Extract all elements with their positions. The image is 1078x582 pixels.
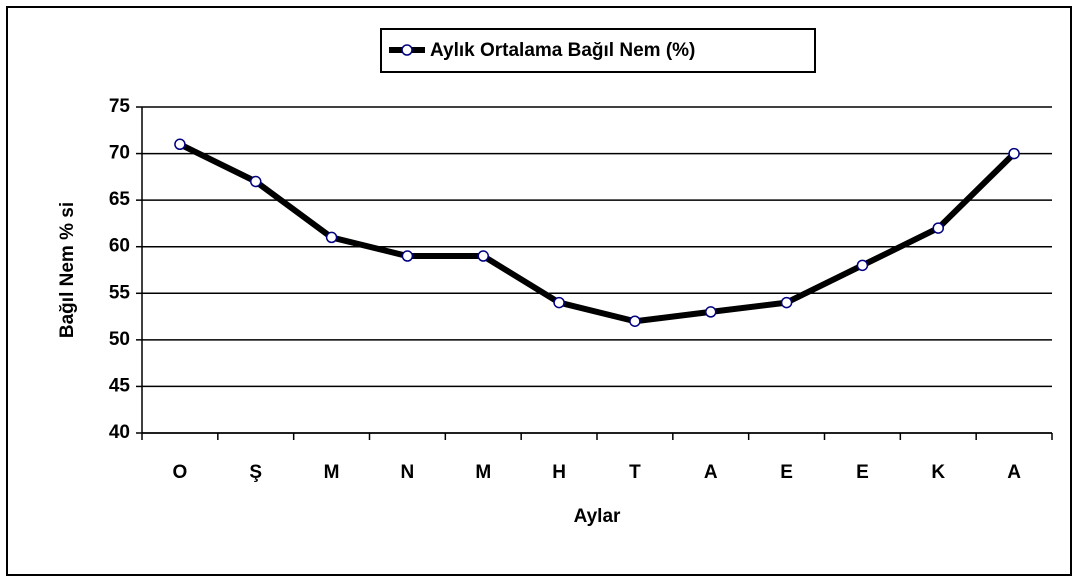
y-tick-label: 50 [109,329,130,350]
x-tick-label: Ş [249,462,262,483]
x-tick-label: E [780,462,793,483]
y-tick-label: 40 [109,422,130,443]
y-tick-label: 55 [109,282,131,303]
x-tick-label: T [629,462,641,483]
data-point [401,250,414,262]
x-axis-title: Aylar [574,506,621,527]
y-axis-title: Bağıl Nem % si [57,202,78,338]
y-tick-label: 75 [109,96,131,117]
data-point [553,296,565,309]
data-point [932,222,944,234]
data-point [856,259,869,272]
legend-box [380,28,816,73]
data-point [174,138,186,151]
data-point [1008,147,1020,160]
data-point [705,306,717,318]
y-tick-label: 60 [109,236,130,257]
x-tick-label: O [173,462,188,483]
y-tick-label: 65 [109,189,131,210]
y-tick-label: 70 [109,143,130,164]
x-tick-label: N [401,462,415,483]
data-point [250,175,262,188]
x-tick-label: K [931,462,945,483]
x-tick-label: A [1007,462,1021,483]
x-tick-label: A [704,462,718,483]
data-point [629,315,641,327]
x-tick-label: E [856,462,869,483]
series-line [178,141,1017,325]
data-point [325,231,338,244]
legend-label: Aylık Ortalama Bağıl Nem (%) [430,40,695,61]
y-tick-label: 45 [109,375,131,396]
x-tick-label: M [324,462,340,483]
legend-marker [401,44,413,56]
x-tick-label: H [552,462,566,483]
x-tick-label: M [475,462,491,483]
data-point [477,250,489,262]
data-point [780,296,793,309]
